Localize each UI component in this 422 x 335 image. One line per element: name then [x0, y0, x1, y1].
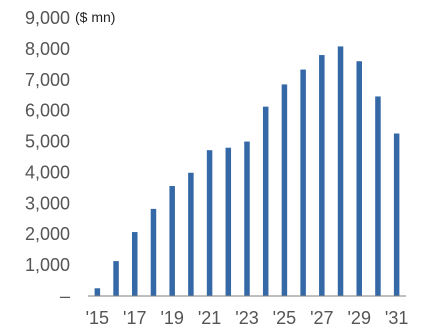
bar-2025: [281, 84, 288, 297]
bar-2020: [188, 172, 194, 296]
y-tick-label: 8,000: [25, 39, 70, 59]
bar-2021: [206, 150, 213, 296]
y-tick-label: –: [60, 286, 70, 306]
bar-2030: [375, 96, 381, 296]
bar-2031: [393, 133, 400, 296]
bar-2022: [225, 147, 232, 296]
bar-2024: [262, 106, 269, 296]
bar-2023: [244, 141, 250, 296]
bar-2015: [94, 288, 101, 296]
y-tick-label: 3,000: [25, 193, 70, 213]
y-tick-label: 5,000: [25, 132, 70, 152]
bar-2019: [169, 186, 175, 296]
unit-label: ($ mn): [75, 9, 115, 25]
y-tick-label: 1,000: [25, 255, 70, 275]
x-tick-label: '25: [273, 308, 296, 328]
bar-2029: [356, 61, 362, 296]
x-tick-label: '21: [198, 308, 221, 328]
x-tick-label: '17: [123, 308, 146, 328]
bar-2016: [113, 261, 119, 296]
x-axis: '15 '17 '19 '21 '23 '25 '27 '29 '31: [86, 308, 409, 328]
y-axis: – 1,000 2,000 3,000 4,000 5,000 6,000 7,000 8,00…: [25, 8, 70, 306]
y-tick-label: 6,000: [25, 101, 70, 121]
y-tick-label: 7,000: [25, 70, 70, 90]
bar-2026: [300, 69, 306, 296]
bars-group: [94, 46, 400, 297]
bar-2018: [150, 208, 157, 296]
x-tick-label: '31: [385, 308, 408, 328]
bar-2027: [319, 55, 325, 296]
x-tick-label: '23: [235, 308, 258, 328]
y-tick-label: 9,000: [25, 8, 70, 28]
y-tick-label: 2,000: [25, 224, 70, 244]
x-tick-label: '19: [160, 308, 183, 328]
x-tick-label: '29: [348, 308, 371, 328]
x-tick-label: '15: [86, 308, 109, 328]
y-tick-label: 4,000: [25, 162, 70, 182]
bar-2017: [132, 232, 138, 296]
bar-2028: [337, 46, 344, 296]
x-tick-label: '27: [310, 308, 333, 328]
